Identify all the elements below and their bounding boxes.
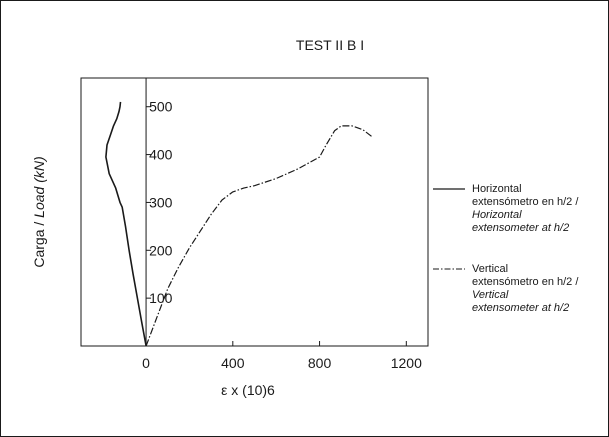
legend-line: extensometer at h/2 <box>472 302 569 314</box>
x-tick-label: 0 <box>142 355 150 371</box>
legend-entry-horizontal: Horizontal extensómetro en h/2 / Horizon… <box>472 183 581 234</box>
legend-entry-vertical: Vertical extensómetro en h/2 / Vertical … <box>472 263 581 314</box>
legend-line: Vertical <box>472 263 508 275</box>
x-tick-label: 400 <box>221 355 245 371</box>
legend-line: Horizontal <box>472 183 522 195</box>
x-tick-label: 1200 <box>391 355 422 371</box>
legend-line: extensometer at h/2 <box>472 222 569 234</box>
y-tick-label: 400 <box>149 147 173 163</box>
y-tick-label: 100 <box>149 290 173 306</box>
plot-area <box>80 77 429 347</box>
x-axis-label: ε x (10)6 <box>221 382 275 398</box>
y-axis-label-main: Carga / <box>31 218 47 268</box>
x-tick-group: 0 400 800 1200 <box>142 341 422 371</box>
x-tick-label: 800 <box>308 355 332 371</box>
chart-title: TEST II B I <box>296 37 364 53</box>
legend-line: Horizontal <box>472 209 522 221</box>
y-tick-group: 100 200 300 400 500 <box>146 99 173 306</box>
y-axis-label-italic: Load (kN) <box>31 156 47 217</box>
legend: Horizontal extensómetro en h/2 / Horizon… <box>433 183 581 314</box>
legend-line: extensómetro en h/2 / <box>472 196 579 208</box>
legend-line: Vertical <box>472 289 509 301</box>
y-axis-label: Carga / Load (kN) <box>31 156 47 267</box>
series-line-horizontal <box>105 101 147 347</box>
y-tick-label: 200 <box>149 242 173 258</box>
y-tick-label: 300 <box>149 194 173 210</box>
series-line-vertical <box>145 125 372 347</box>
y-tick-label: 500 <box>149 99 173 115</box>
legend-line: extensómetro en h/2 / <box>472 276 579 288</box>
